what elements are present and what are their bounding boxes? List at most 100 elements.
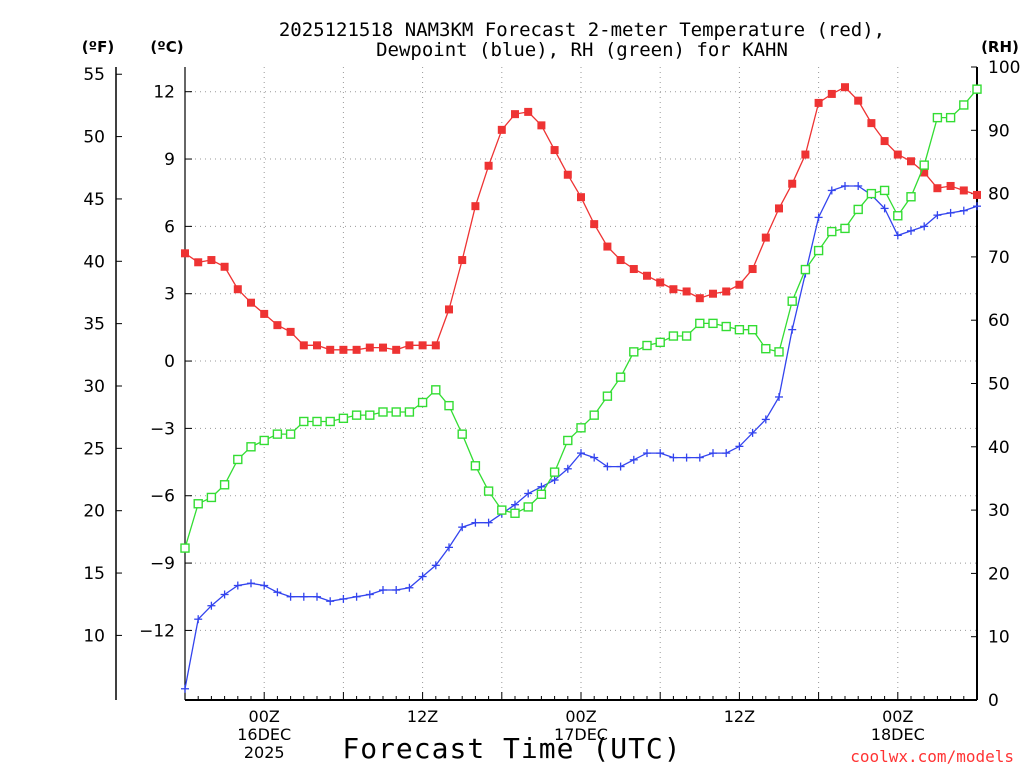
dewpoint-point xyxy=(682,453,691,462)
temperature-point xyxy=(445,305,453,314)
rh-point xyxy=(351,410,362,420)
dewpoint-point xyxy=(181,684,189,693)
dewpoint-point xyxy=(484,518,493,527)
dewpoint-point xyxy=(748,428,757,437)
temperature-point xyxy=(946,181,955,190)
dewpoint-point xyxy=(445,543,453,552)
dewpoint-point xyxy=(233,581,242,590)
temperature-point xyxy=(484,161,493,170)
temperature-point xyxy=(233,285,242,294)
series-temperature xyxy=(181,83,981,354)
temperature-point xyxy=(326,345,335,354)
rh-point xyxy=(879,185,890,196)
celsius-unit-label: (ºC) xyxy=(150,38,183,56)
fahrenheit-tick-label: 35 xyxy=(83,315,105,335)
celsius-tick-label: −6 xyxy=(150,487,175,507)
rh-point xyxy=(180,543,190,553)
rh-point xyxy=(681,331,692,341)
rh-point xyxy=(325,416,335,427)
rh-point xyxy=(655,337,665,348)
temperature-point xyxy=(392,345,401,354)
dewpoint-point xyxy=(511,500,519,509)
dewpoint-point xyxy=(920,222,929,231)
chart-title-line-2: Dewpoint (blue), RH (green) for KAHN xyxy=(376,39,788,61)
temperature-point xyxy=(629,265,638,274)
rh-point xyxy=(668,331,679,341)
dewpoint-point xyxy=(946,208,955,217)
rh-point xyxy=(299,416,309,427)
dewpoint-point xyxy=(761,415,770,424)
rh-tick-label: 90 xyxy=(988,121,1010,141)
rh-point xyxy=(932,112,943,123)
dewpoint-point xyxy=(603,462,612,471)
rh-point xyxy=(365,410,375,420)
celsius-tick-label: −9 xyxy=(150,554,175,574)
rh-point xyxy=(827,226,837,237)
celsius-tick-label: 9 xyxy=(164,150,175,170)
rh-point xyxy=(853,204,863,215)
rh-point xyxy=(906,192,916,202)
dewpoint-point xyxy=(973,202,981,211)
temperature-point xyxy=(550,146,559,155)
rh-point xyxy=(391,407,401,417)
temperature-point xyxy=(695,294,704,303)
temperature-point xyxy=(497,125,506,134)
chart-title-line-1: 2025121518 NAM3KM Forecast 2-meter Tempe… xyxy=(279,19,885,41)
dewpoint-point xyxy=(286,592,295,601)
temperature-point xyxy=(841,83,849,92)
temperature-point xyxy=(616,256,625,265)
source-credit: coolwx.com/models xyxy=(850,747,1014,766)
temperature-point xyxy=(313,341,321,350)
temperature-point xyxy=(577,193,585,202)
rh-point xyxy=(431,385,441,395)
temperature-point xyxy=(458,256,467,265)
temperature-point xyxy=(537,121,546,130)
temperature-point xyxy=(603,242,612,251)
rh-point xyxy=(642,340,652,351)
rh-point xyxy=(589,410,599,420)
dewpoint-point xyxy=(577,449,585,458)
rh-tick-label: 70 xyxy=(988,248,1010,268)
fahrenheit-unit-label: (ºF) xyxy=(82,38,114,56)
temperature-point xyxy=(339,345,348,354)
fahrenheit-tick-label: 15 xyxy=(83,564,105,584)
rh-point xyxy=(761,343,771,354)
temperature-point xyxy=(299,341,308,350)
temperature-point xyxy=(563,170,572,179)
rh-point xyxy=(695,318,705,329)
dewpoint-point xyxy=(656,449,665,458)
temperature-point xyxy=(973,190,981,199)
temperature-point xyxy=(867,119,876,128)
rh-point xyxy=(497,505,507,515)
temperature-point xyxy=(893,150,902,159)
rh-line xyxy=(184,88,978,549)
dewpoint-point xyxy=(722,449,731,458)
dewpoint-point xyxy=(893,231,902,240)
rh-point xyxy=(219,480,230,490)
rh-point xyxy=(272,429,283,439)
temperature-point xyxy=(194,258,203,267)
rh-point xyxy=(417,397,428,408)
dewpoint-point xyxy=(669,453,678,462)
data-series xyxy=(180,83,982,693)
fahrenheit-tick-label: 10 xyxy=(83,626,105,646)
rh-point xyxy=(747,324,758,335)
temperature-point xyxy=(814,98,823,107)
rh-point xyxy=(813,245,824,256)
temperature-point xyxy=(920,168,929,177)
rh-point xyxy=(893,211,903,221)
dewpoint-point xyxy=(365,590,374,599)
rh-point xyxy=(312,416,322,427)
dewpoint-point xyxy=(247,579,255,588)
rh-point xyxy=(206,492,217,503)
dewpoint-point xyxy=(880,204,889,213)
dewpoint-point xyxy=(431,561,440,570)
rh-point xyxy=(602,391,613,401)
rh-point xyxy=(549,467,560,477)
rh-point xyxy=(972,84,982,94)
dewpoint-point xyxy=(550,476,559,485)
rh-point xyxy=(259,435,269,446)
x-tick-label: 00Z xyxy=(249,707,280,726)
dewpoint-point xyxy=(299,592,308,601)
